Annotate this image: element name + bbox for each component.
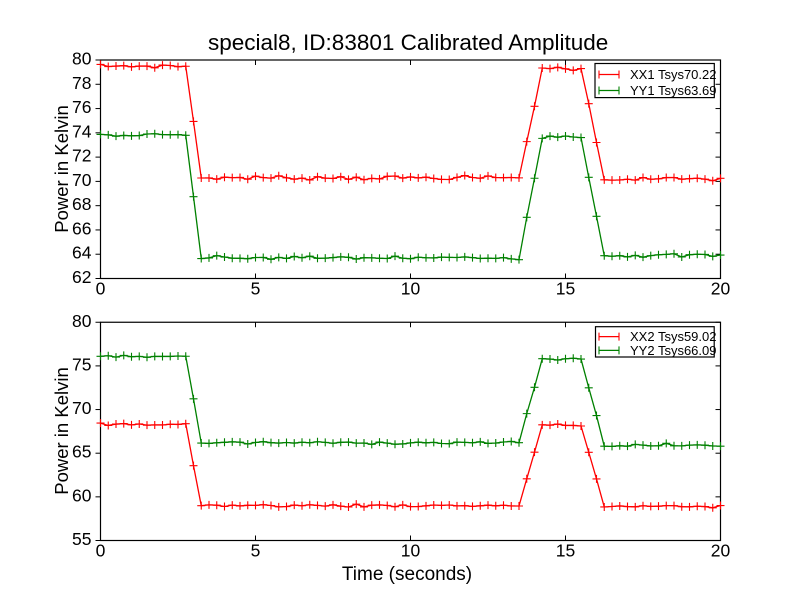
svg-text:72: 72 xyxy=(72,146,91,166)
svg-text:20: 20 xyxy=(711,541,731,561)
svg-text:20: 20 xyxy=(711,279,731,299)
svg-text:Time (seconds): Time (seconds) xyxy=(342,564,472,585)
svg-text:80: 80 xyxy=(72,311,92,331)
svg-text:70: 70 xyxy=(72,398,92,418)
svg-text:62: 62 xyxy=(72,267,91,287)
svg-text:Power in Kelvin: Power in Kelvin xyxy=(51,367,72,495)
svg-text:76: 76 xyxy=(72,97,91,117)
svg-text:0: 0 xyxy=(96,541,106,561)
svg-text:YY2 Tsys66.09: YY2 Tsys66.09 xyxy=(630,343,716,358)
svg-text:10: 10 xyxy=(401,541,421,561)
svg-text:66: 66 xyxy=(72,218,91,238)
svg-text:80: 80 xyxy=(72,49,92,69)
svg-text:68: 68 xyxy=(72,194,91,214)
svg-text:15: 15 xyxy=(556,279,575,299)
svg-text:10: 10 xyxy=(401,279,421,299)
svg-text:0: 0 xyxy=(96,279,106,299)
svg-text:55: 55 xyxy=(72,529,91,549)
svg-text:74: 74 xyxy=(72,121,92,141)
svg-text:YY1 Tsys63.69: YY1 Tsys63.69 xyxy=(630,83,716,98)
svg-text:Power in Kelvin: Power in Kelvin xyxy=(51,105,72,233)
svg-text:XX2 Tsys59.02: XX2 Tsys59.02 xyxy=(630,329,716,344)
svg-text:special8, ID:83801 Calibrated: special8, ID:83801 Calibrated Amplitude xyxy=(208,30,608,55)
svg-text:65: 65 xyxy=(72,442,91,462)
svg-text:15: 15 xyxy=(556,541,575,561)
svg-text:5: 5 xyxy=(251,279,261,299)
svg-text:78: 78 xyxy=(72,73,91,93)
svg-text:60: 60 xyxy=(72,485,92,505)
svg-text:75: 75 xyxy=(72,354,91,374)
svg-text:64: 64 xyxy=(72,243,92,263)
svg-text:5: 5 xyxy=(251,541,261,561)
svg-text:XX1 Tsys70.22: XX1 Tsys70.22 xyxy=(630,67,716,82)
svg-text:70: 70 xyxy=(72,170,92,190)
